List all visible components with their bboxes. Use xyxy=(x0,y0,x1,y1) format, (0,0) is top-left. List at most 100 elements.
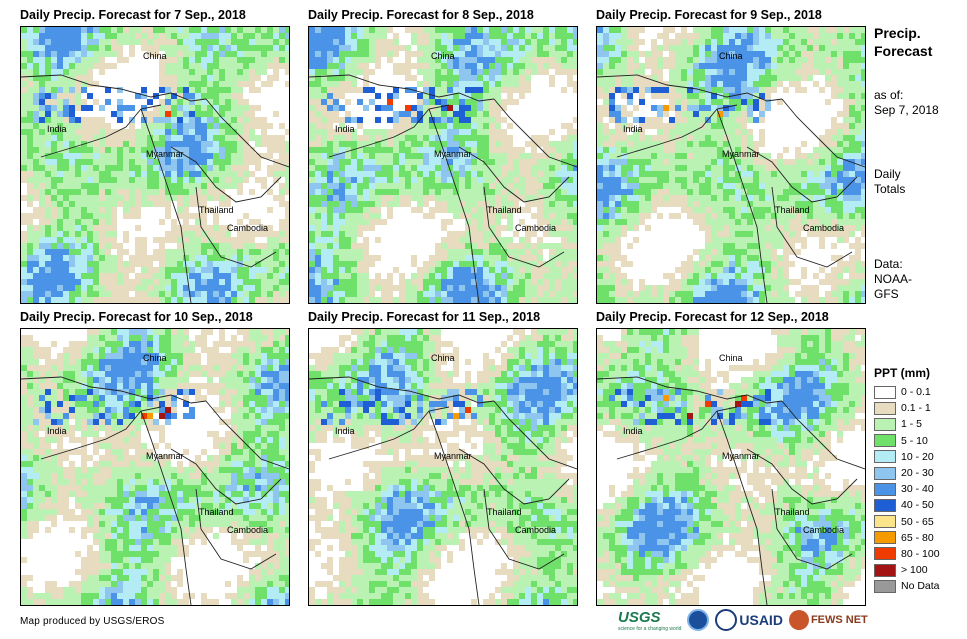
side-title-line2: Forecast xyxy=(874,43,933,59)
legend-item: 65 - 80 xyxy=(874,530,964,546)
data-source-line1: Data: xyxy=(874,257,903,271)
totals-line1: Daily xyxy=(874,167,901,181)
precip-map: China India Myanmar Thailand Cambodia xyxy=(596,328,866,606)
legend-label: 20 - 30 xyxy=(901,467,934,480)
label-china: China xyxy=(431,353,455,363)
panel-title: Daily Precip. Forecast for 12 Sep., 2018 xyxy=(596,310,829,324)
totals-block: Daily Totals xyxy=(874,167,905,197)
label-china: China xyxy=(143,51,167,61)
legend-label: 0 - 0.1 xyxy=(901,386,931,399)
label-india: India xyxy=(335,124,355,134)
label-china: China xyxy=(431,51,455,61)
precip-map: China India Myanmar Thailand Cambodia xyxy=(20,328,290,606)
as-of-label: as of: xyxy=(874,88,904,102)
usaid-wordmark: USAID xyxy=(739,612,783,628)
label-thailand: Thailand xyxy=(199,205,234,215)
legend-swatch xyxy=(874,417,896,431)
label-cambodia: Cambodia xyxy=(803,223,845,233)
precip-map: China India Myanmar Thailand Cambodia xyxy=(596,26,866,304)
as-of-date: Sep 7, 2018 xyxy=(874,103,939,117)
legend-item: 1 - 5 xyxy=(874,416,964,432)
panel-title: Daily Precip. Forecast for 11 Sep., 2018 xyxy=(308,310,541,324)
usgs-logo: USGS science for a changing world xyxy=(618,609,681,632)
legend-swatch xyxy=(874,563,896,577)
precip-raster xyxy=(309,27,577,303)
legend-item: > 100 xyxy=(874,562,964,578)
label-india: India xyxy=(623,426,643,436)
usgs-wordmark: USGS xyxy=(618,608,661,626)
label-china: China xyxy=(719,51,743,61)
label-thailand: Thailand xyxy=(487,205,522,215)
label-india: India xyxy=(47,124,67,134)
legend-item: 10 - 20 xyxy=(874,449,964,465)
legend-item: 50 - 65 xyxy=(874,514,964,530)
label-thailand: Thailand xyxy=(775,507,810,517)
usaid-logo: USAID xyxy=(715,609,783,631)
legend-item: 20 - 30 xyxy=(874,465,964,481)
legend-label: 5 - 10 xyxy=(901,434,928,447)
label-india: India xyxy=(623,124,643,134)
label-myanmar: Myanmar xyxy=(434,149,472,159)
label-myanmar: Myanmar xyxy=(434,451,472,461)
label-china: China xyxy=(143,353,167,363)
legend-item: 0 - 0.1 xyxy=(874,384,964,400)
legend-label: > 100 xyxy=(901,564,928,577)
legend-label: 80 - 100 xyxy=(901,547,940,560)
usgs-tagline: science for a changing world xyxy=(618,625,682,632)
legend: PPT (mm) 0 - 0.1 0.1 - 1 1 - 5 5 - 10 10 - 2… xyxy=(874,366,964,594)
panel-title: Daily Precip. Forecast for 8 Sep., 2018 xyxy=(308,8,534,22)
legend-label: 0.1 - 1 xyxy=(901,402,931,415)
legend-swatch xyxy=(874,434,896,448)
legend-swatch xyxy=(874,482,896,496)
precip-raster xyxy=(597,27,865,303)
label-cambodia: Cambodia xyxy=(515,525,557,535)
totals-line2: Totals xyxy=(874,182,906,196)
logo-strip: USGS science for a changing world USAID … xyxy=(618,606,874,634)
noaa-logo xyxy=(687,609,710,631)
precip-map: China India Myanmar Thailand Cambodia xyxy=(308,328,578,606)
legend-swatch xyxy=(874,515,896,529)
label-china: China xyxy=(719,353,743,363)
legend-label: 50 - 65 xyxy=(901,515,934,528)
legend-item: 80 - 100 xyxy=(874,546,964,562)
precip-raster xyxy=(597,329,865,605)
legend-swatch xyxy=(874,466,896,480)
label-myanmar: Myanmar xyxy=(722,451,760,461)
usaid-seal-icon xyxy=(715,609,738,631)
label-thailand: Thailand xyxy=(199,507,234,517)
precip-raster xyxy=(21,27,289,303)
data-source-block: Data: NOAA- GFS xyxy=(874,257,912,302)
legend-swatch xyxy=(874,385,896,399)
precip-raster xyxy=(309,329,577,605)
legend-item: 30 - 40 xyxy=(874,481,964,497)
legend-swatch xyxy=(874,579,896,593)
side-title-line1: Precip. xyxy=(874,25,921,41)
noaa-seal-icon xyxy=(687,609,710,631)
label-myanmar: Myanmar xyxy=(146,451,184,461)
label-india: India xyxy=(47,426,67,436)
label-cambodia: Cambodia xyxy=(803,525,845,535)
legend-title: PPT (mm) xyxy=(874,366,931,380)
precip-map: China India Myanmar Thailand Cambodia xyxy=(308,26,578,304)
legend-label: 1 - 5 xyxy=(901,418,923,431)
legend-swatch xyxy=(874,450,896,464)
legend-items: 0 - 0.1 0.1 - 1 1 - 5 5 - 10 10 - 20 20 - 30 3… xyxy=(874,384,964,594)
label-cambodia: Cambodia xyxy=(515,223,557,233)
label-cambodia: Cambodia xyxy=(227,223,269,233)
legend-item: 5 - 10 xyxy=(874,433,964,449)
data-source-line3: GFS xyxy=(874,287,899,301)
label-myanmar: Myanmar xyxy=(722,149,760,159)
precip-map: China India Myanmar Thailand Cambodia xyxy=(20,26,290,304)
legend-item: No Data xyxy=(874,578,964,594)
legend-swatch xyxy=(874,547,896,561)
side-title: Precip. Forecast xyxy=(874,24,932,60)
legend-item: 0.1 - 1 xyxy=(874,400,964,416)
legend-label: 40 - 50 xyxy=(901,499,934,512)
legend-label: 30 - 40 xyxy=(901,483,934,496)
label-thailand: Thailand xyxy=(775,205,810,215)
label-india: India xyxy=(335,426,355,436)
fewsnet-wordmark: FEWS NET xyxy=(810,614,868,626)
data-source-line2: NOAA- xyxy=(874,272,913,286)
label-cambodia: Cambodia xyxy=(227,525,269,535)
legend-label: 65 - 80 xyxy=(901,531,934,544)
